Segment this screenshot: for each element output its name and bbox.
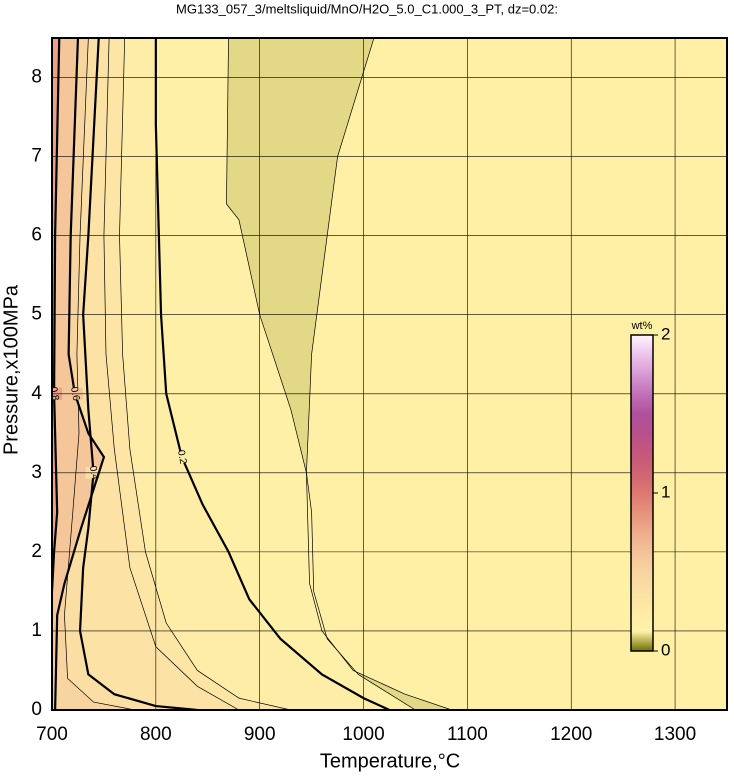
y-tick-label: 1 bbox=[31, 620, 42, 641]
contour-line bbox=[52, 38, 61, 592]
contour-fill bbox=[52, 38, 104, 710]
contour-fill bbox=[52, 38, 198, 710]
x-tick-label: 1200 bbox=[550, 724, 592, 745]
plot-area: 0.20.40.60.8 bbox=[52, 38, 452, 710]
colorbar bbox=[630, 334, 654, 652]
y-tick-label: 2 bbox=[31, 541, 42, 562]
x-axis-label: Temperature,°C bbox=[320, 750, 460, 772]
colorbar-tick-label: 0 bbox=[661, 640, 670, 659]
y-tick-label: 7 bbox=[31, 146, 42, 167]
contour-line bbox=[154, 38, 390, 710]
plot-frame bbox=[51, 37, 728, 711]
y-tick-label: 0 bbox=[31, 699, 42, 720]
y-tick-label: 5 bbox=[31, 304, 42, 325]
x-tick-label: 1000 bbox=[342, 724, 384, 745]
contour-line bbox=[78, 38, 198, 710]
y-tick-label: 8 bbox=[31, 67, 42, 88]
colorbar-tick-label: 1 bbox=[661, 482, 670, 501]
colorbar-label: wt% bbox=[631, 320, 653, 332]
x-tick-label: 700 bbox=[36, 724, 68, 745]
contour-fill bbox=[52, 38, 239, 710]
x-tick-label: 800 bbox=[140, 724, 172, 745]
contour-line bbox=[306, 38, 452, 710]
contour-label: 0.2 bbox=[175, 449, 188, 465]
x-tick-label: 900 bbox=[244, 724, 276, 745]
x-tick-label: 1300 bbox=[654, 724, 696, 745]
contour-line bbox=[103, 38, 240, 710]
colorbar-tick-label: 2 bbox=[661, 324, 670, 343]
x-tick-label: 1100 bbox=[447, 724, 488, 745]
contour-line bbox=[64, 38, 136, 710]
contour-line bbox=[54, 38, 106, 710]
contour-label-bg bbox=[173, 451, 190, 464]
y-tick-label: 3 bbox=[31, 462, 42, 483]
y-tick-label: 6 bbox=[31, 225, 42, 246]
y-tick-label: 4 bbox=[31, 383, 42, 404]
y-axis-label: Pressure,x100MPa bbox=[0, 284, 22, 455]
chart-title: MG133_057_3/meltsliquid/MnO/H2O_5.0_C1.0… bbox=[176, 1, 558, 16]
contour-fill bbox=[52, 38, 60, 592]
